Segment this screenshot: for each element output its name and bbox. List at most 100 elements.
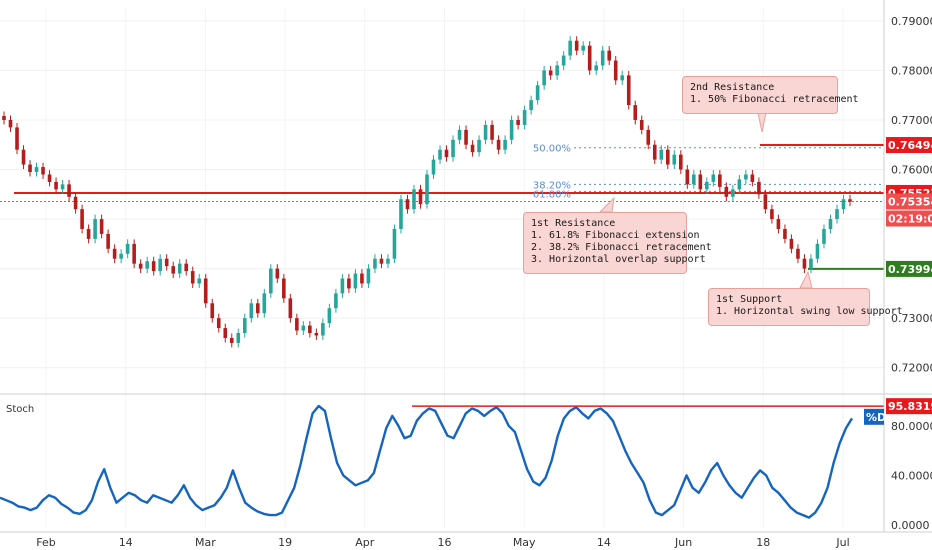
candle — [672, 154, 677, 165]
candle — [737, 179, 742, 190]
candle — [86, 228, 91, 239]
candle — [340, 278, 345, 294]
candle — [256, 303, 260, 314]
candle — [67, 184, 71, 197]
candle — [386, 258, 390, 264]
candle — [665, 149, 670, 165]
candle — [60, 184, 65, 190]
callout-line: 1. Horizontal swing low support — [716, 306, 903, 317]
candle — [242, 318, 247, 334]
callout-second-resistance: 2nd Resistance 1. 50% Fibonacci retracem… — [682, 76, 859, 114]
candle — [275, 268, 280, 279]
candle — [555, 65, 559, 76]
candle — [327, 308, 332, 324]
candle — [145, 261, 149, 269]
candle — [177, 263, 182, 274]
time-tick-label: 14 — [119, 536, 133, 549]
candle — [301, 325, 306, 331]
candle — [613, 60, 618, 81]
candle — [731, 189, 735, 197]
candle — [112, 248, 117, 259]
stoch-tick-label: 80.0000 — [891, 420, 932, 433]
candle — [848, 199, 852, 202]
candle — [47, 174, 52, 182]
candle — [718, 174, 722, 187]
stoch-layer: Stoch — [0, 404, 884, 519]
candle — [783, 228, 787, 239]
candle — [379, 258, 384, 264]
candle — [229, 337, 234, 343]
candle — [815, 243, 820, 259]
candle — [809, 258, 813, 269]
candle — [457, 129, 462, 140]
first-support-tag — [886, 260, 932, 277]
candle — [535, 85, 540, 101]
candle — [776, 219, 781, 229]
price-tick-label: 0.78000 — [891, 64, 932, 77]
candle — [464, 129, 468, 145]
price-tick-label: 0.79000 — [891, 15, 932, 28]
candle — [431, 159, 436, 175]
candle — [360, 273, 364, 284]
time-tick-label: May — [513, 536, 536, 549]
candle — [216, 318, 221, 329]
candle — [841, 199, 846, 210]
candle — [789, 238, 794, 249]
second-resistance-tag-label: 0.76494 — [888, 139, 932, 152]
candle — [705, 181, 709, 190]
candle — [125, 243, 130, 254]
candle — [646, 129, 651, 145]
stoch-line — [0, 404, 854, 519]
candle — [581, 45, 585, 51]
last-price-tag — [886, 193, 932, 210]
candle — [626, 75, 631, 106]
candle — [164, 258, 169, 267]
callout-line: 3. Horizontal overlap support — [531, 254, 706, 265]
candle — [184, 263, 189, 272]
candle — [158, 258, 162, 272]
price-tick-label: 0.72000 — [891, 362, 932, 375]
candle — [438, 149, 442, 160]
candle — [197, 278, 202, 284]
candle — [685, 169, 690, 185]
candle — [698, 174, 703, 190]
stoch-max-label: 95.8319 — [888, 400, 932, 413]
callout-title: 1st Resistance — [531, 218, 616, 229]
candle — [54, 181, 58, 190]
candle — [366, 268, 371, 284]
candle — [34, 167, 39, 172]
candle — [282, 278, 286, 299]
time-tick-label: Mar — [195, 536, 216, 549]
candle — [321, 323, 325, 336]
candle — [568, 40, 572, 56]
candle — [548, 70, 553, 76]
candle — [314, 333, 319, 336]
callout-title: 2nd Resistance — [690, 82, 775, 93]
candle — [171, 266, 175, 274]
candle — [405, 199, 410, 210]
callout-first-support: 1st Support 1. Horizontal swing low supp… — [708, 288, 903, 326]
candle — [607, 50, 612, 61]
candle — [288, 298, 293, 319]
candle — [210, 303, 215, 319]
fib-label: 38.20% — [533, 180, 571, 191]
stoch-max-tag — [886, 398, 932, 415]
candle — [15, 127, 19, 150]
candle — [633, 105, 638, 120]
candle — [659, 149, 664, 160]
candle — [269, 268, 273, 294]
callout-line: 2. 38.2% Fibonacci retracement — [531, 242, 712, 253]
candle — [425, 174, 429, 205]
candle — [496, 139, 501, 150]
candle — [744, 174, 748, 180]
candle — [132, 243, 136, 264]
candle — [80, 209, 84, 229]
candle — [99, 219, 104, 234]
candle — [594, 65, 598, 71]
candle — [223, 328, 228, 338]
candle — [249, 303, 254, 319]
fib-label: 50.00% — [533, 144, 571, 155]
first-support-tag-label: 0.73994 — [888, 263, 932, 276]
time-tick-label: 19 — [278, 536, 292, 549]
